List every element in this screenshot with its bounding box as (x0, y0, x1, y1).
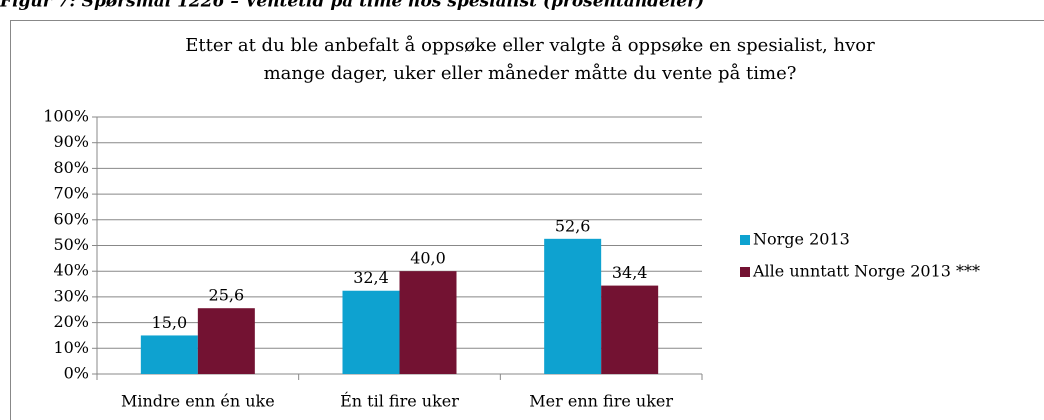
y-tick-label: 70% (53, 184, 89, 203)
y-tick-label: 40% (53, 261, 89, 280)
y-tick-label: 30% (53, 286, 89, 305)
y-tick-label: 80% (53, 158, 89, 177)
figure-caption: Figur 7: Spørsmål 1226 – Ventetid på tim… (0, 0, 704, 12)
y-tick-label: 100% (43, 107, 89, 126)
bar (601, 285, 659, 374)
data-label: 40,0 (410, 249, 446, 268)
legend-swatch (740, 267, 750, 277)
y-tick-label: 50% (53, 235, 89, 254)
legend-label: Norge 2013 (753, 230, 850, 249)
legend-label: Alle unntatt Norge 2013 *** (752, 262, 980, 281)
data-label: 32,4 (353, 268, 389, 287)
y-tick-label: 10% (53, 338, 89, 357)
chart-title: Etter at du ble anbefalt å oppsøke eller… (185, 34, 875, 56)
x-tick-label: Mer enn fire uker (529, 392, 673, 411)
bar (399, 271, 457, 374)
bar (197, 308, 255, 374)
data-label: 52,6 (555, 216, 591, 235)
data-label: 15,0 (152, 313, 188, 332)
x-tick-label: Mindre enn én uke (121, 392, 275, 411)
bar (544, 238, 602, 374)
data-label: 34,4 (612, 263, 648, 282)
y-tick-label: 20% (53, 312, 89, 331)
legend-swatch (740, 235, 750, 245)
data-label: 25,6 (209, 286, 245, 305)
y-tick-label: 0% (64, 364, 89, 383)
bar (140, 335, 198, 374)
x-tick-label: Én til fire uker (340, 391, 459, 411)
bar (342, 290, 400, 374)
chart-title: mange dager, uker eller måneder måtte du… (264, 62, 797, 84)
y-tick-label: 60% (53, 209, 89, 228)
y-tick-label: 90% (53, 132, 89, 151)
